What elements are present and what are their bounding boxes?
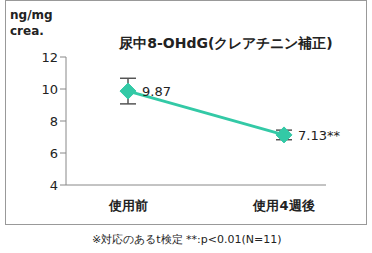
svg-text:10: 10 (41, 82, 58, 97)
svg-text:9.87: 9.87 (142, 84, 171, 99)
html-text:※対応のあるt検定 **:p<0.01(N=11): ※対応のあるt検定 **:p<0.01(N=11) (92, 233, 282, 246)
html-text:尿中8-OHdG(クレアチニン補正): 尿中8-OHdG(クレアチニン補正) (119, 35, 333, 51)
svg-text:6: 6 (50, 146, 58, 161)
html-text:ng/mg crea.: ng/mg crea. (10, 8, 53, 38)
svg-text:使用4週後: 使用4週後 (252, 198, 314, 213)
svg-text:使用前: 使用前 (108, 198, 148, 213)
svg-text:8: 8 (50, 114, 58, 129)
svg-text:12: 12 (41, 50, 58, 65)
svg-text:7.13**: 7.13** (298, 128, 340, 143)
svg-text:4: 4 (50, 178, 58, 193)
